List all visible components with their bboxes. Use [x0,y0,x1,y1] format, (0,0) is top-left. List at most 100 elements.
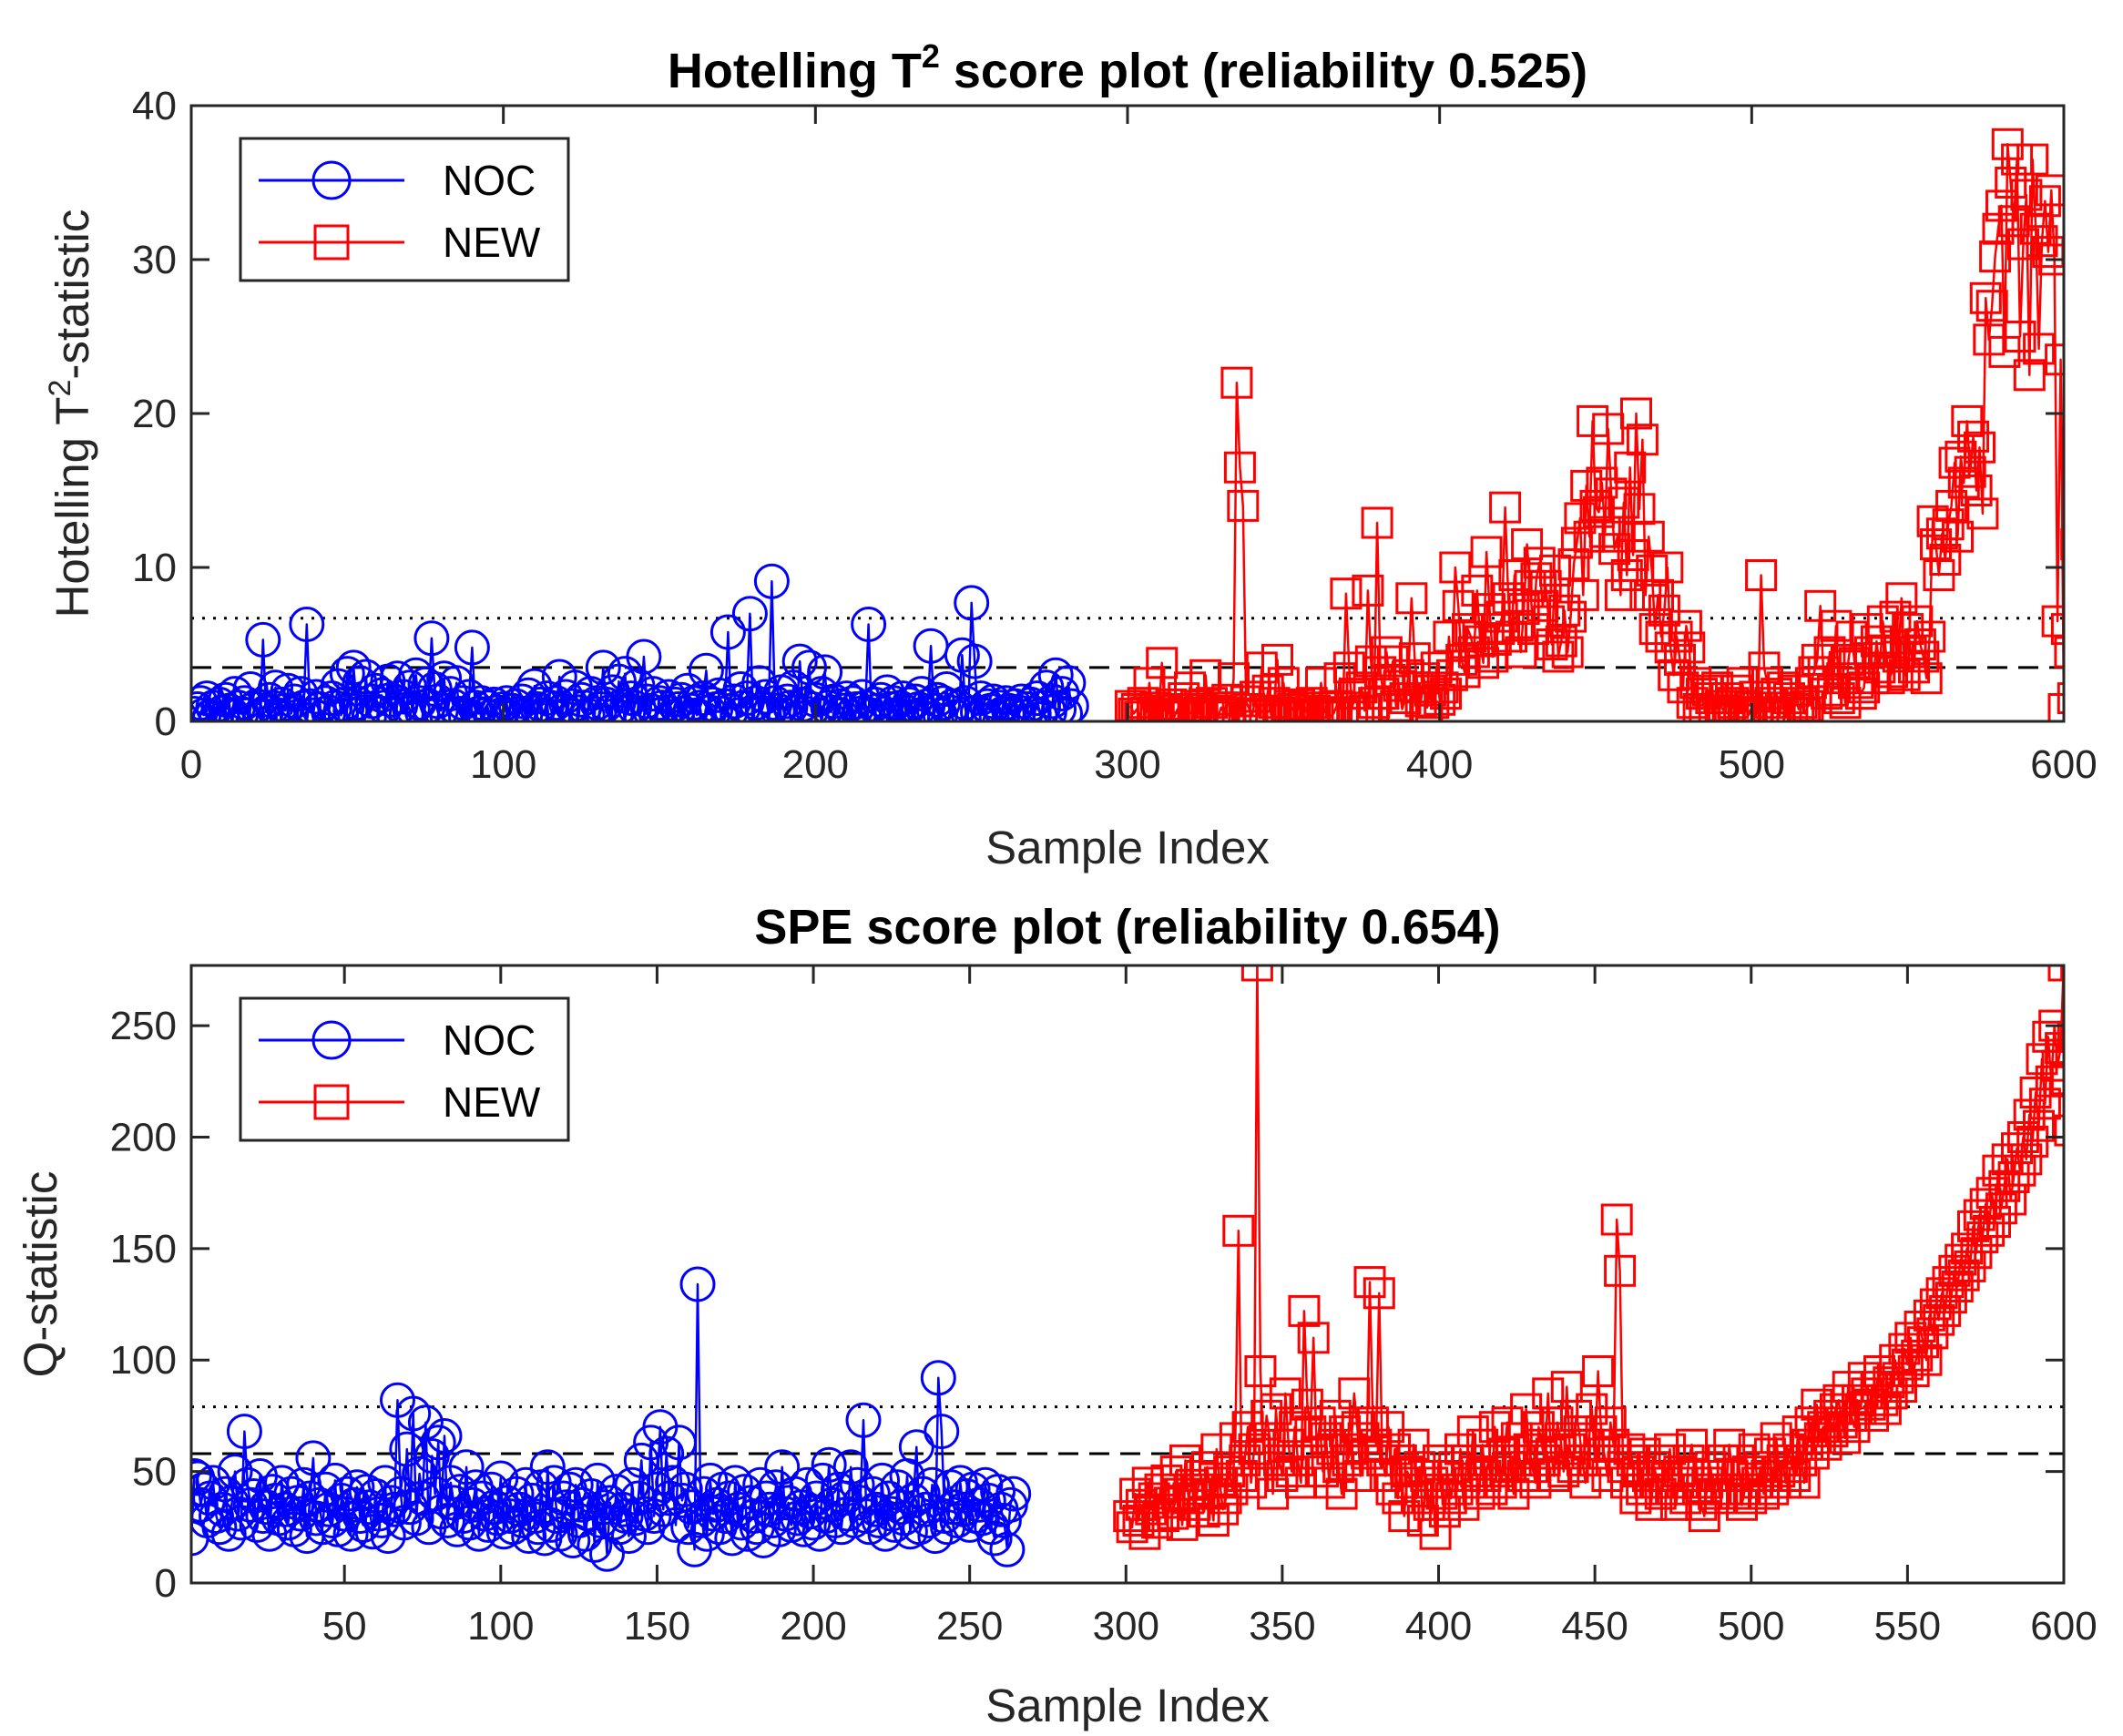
hotelling-new-point [1430,678,1462,710]
spe-noc-point [332,1516,369,1552]
spe-noc-point [426,1418,463,1454]
hotelling-ticks: 0 100 200 300 400 500 600 0 10 20 30 40 [132,84,2097,787]
hotelling-noc-point [335,649,372,686]
hotelling-new-point [1907,640,1940,673]
spe-noc-point [583,1503,619,1538]
hotelling-new-point [2054,636,2064,669]
spe-new-point [1116,1511,1148,1544]
hotelling-new-point [2010,179,2043,211]
spe-new-point [2045,1032,2064,1065]
hotelling-legend-new-marker [313,224,350,260]
spe-noc-point [898,1429,934,1465]
spe-new-point [2050,1063,2064,1096]
hotelling-noc-point [731,596,768,632]
spe-noc-point [623,1442,659,1478]
hotelling-new-point [1330,577,1363,610]
hotelling-noc-point [276,683,312,720]
spe-new-point [1222,1214,1255,1247]
hotelling-noc-point [289,607,325,642]
hotelling-new-point [1966,497,1999,530]
hotelling-new-point [1904,628,1936,660]
spe-legend-box [239,996,570,1142]
spe-noc-point [799,1480,834,1516]
hotelling-new-point [1567,578,1599,611]
spe-x-tick-label: 50 [322,1604,367,1649]
hotelling-noc-point [626,638,662,675]
hotelling-legend-noc-marker [311,160,352,200]
spe-series-noc [191,1266,1032,1572]
spe-new-point [1240,965,1273,982]
hotelling-new-point [2041,605,2064,638]
hotelling-new-point [1539,554,1571,587]
spe-new-point [1497,1477,1530,1510]
spe-noc-point [470,1506,506,1543]
spe-x-tick-label: 450 [1561,1604,1628,1649]
hotelling-new-point [1669,609,1702,642]
hotelling-noc-point [304,700,341,721]
hotelling-new-point [1789,698,1822,721]
spe-new-point [2023,1109,2055,1142]
spe-y-tick-label: 50 [132,1450,177,1495]
hotelling-new-point [1626,424,1659,456]
spe-new-point [1910,1343,1943,1376]
hotelling-new-point [2013,359,2046,392]
hotelling-noc-point [413,620,450,657]
hotelling-noc-point [928,671,965,707]
spe-y-tick-label: 250 [110,1004,177,1048]
spe-noc-point [457,1469,494,1506]
spe-y-tick-label: 150 [110,1227,177,1271]
spe-new-point [1373,1411,1405,1444]
hotelling-new-point [1227,489,1260,522]
spe-noc-point [732,1485,769,1521]
hotelling-new-point [1957,420,1990,453]
spe-new-point [1569,1466,1602,1499]
spe-noc-point [976,1520,1013,1557]
spe-new-point [1207,1493,1240,1526]
hotelling-noc-point [1009,691,1046,721]
spe-new-point [1600,1203,1633,1236]
spe-new-point [1522,1411,1555,1444]
hotelling-y-tick-label: 40 [132,84,177,128]
hotelling-noc-point [954,585,990,621]
hotelling-noc-point [1044,676,1080,712]
hotelling-t2-panel: Hotelling T2 score plot (reliability 0.5… [43,37,2097,873]
hotelling-new-point [1785,687,1818,720]
hotelling-y-tick-label: 10 [132,546,177,590]
spe-x-tick-label: 300 [1093,1604,1159,1649]
hotelling-new-point [1604,578,1637,611]
spe-x-tick-label: 150 [624,1604,690,1649]
spe-noc-point [904,1476,941,1512]
hotelling-noc-point [342,665,378,701]
hotelling-series-new [1114,128,2064,721]
hotelling-new-point [1932,508,1965,541]
spe-panel: SPE score plot (reliability 0.654) 50 100… [15,900,2097,1731]
hotelling-noc-point [1026,689,1061,721]
spe-new-point [2028,1088,2061,1120]
spe-legend: NOC NEW [239,996,570,1142]
hotelling-new-point [2019,212,2052,245]
hotelling-legend-noc-label: NOC [443,157,536,204]
hotelling-noc-point [1019,680,1056,717]
spe-new-point [1985,1192,2017,1225]
spe-noc-point [430,1503,465,1538]
hotelling-new-point [2050,613,2064,646]
spe-noc-point [317,1462,353,1498]
spe-legend-new-marker [313,1084,350,1120]
hotelling-new-point [1610,559,1643,591]
spe-x-tick-label: 200 [780,1604,846,1649]
hotelling-new-point [2016,143,2049,176]
spe-noc-point [832,1449,869,1486]
spe-noc-point [407,1404,444,1441]
spe-new-point [1325,1477,1358,1510]
hotelling-noc-point [398,657,434,693]
hotelling-new-point [1233,693,1266,721]
spe-noc-point [638,1471,675,1507]
spe-new-point [1297,1322,1330,1354]
hotelling-new-point [1954,455,1986,488]
hotelling-new-point [1964,431,1995,464]
hotelling-new-point [1146,647,1179,679]
hotelling-new-point [1348,694,1381,721]
hotelling-noc-point [554,688,590,721]
spe-x-tick-label: 100 [467,1604,534,1649]
